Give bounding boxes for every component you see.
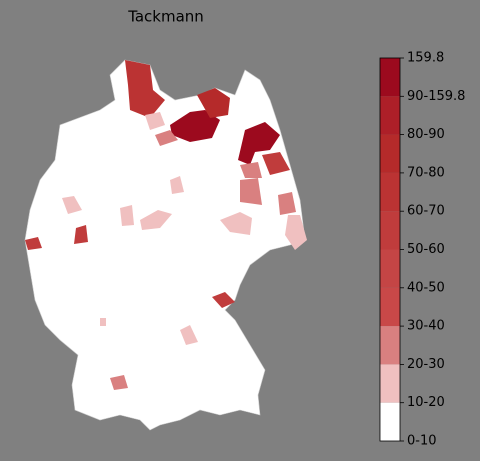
- colorbar-label: 20-30: [407, 357, 445, 372]
- region: [220, 212, 252, 235]
- region: [240, 178, 262, 205]
- colorbar-label: 40-50: [407, 280, 445, 295]
- colorbar-segment: [380, 172, 400, 212]
- region: [170, 110, 220, 142]
- region: [240, 162, 262, 178]
- region: [170, 176, 184, 194]
- region: [238, 122, 280, 165]
- colorbar-segment: [380, 287, 400, 327]
- map: [24, 59, 307, 431]
- map-title: Tackmann: [127, 8, 204, 26]
- region: [180, 325, 198, 345]
- region: [262, 152, 290, 175]
- colorbar-label: 70-80: [407, 165, 445, 180]
- region: [125, 60, 165, 118]
- region: [145, 112, 165, 130]
- region: [197, 88, 230, 118]
- region: [25, 237, 42, 250]
- colorbar-segment: [380, 58, 400, 97]
- colorbar-segment: [380, 249, 400, 288]
- region: [110, 375, 128, 390]
- country-outline: [24, 59, 306, 431]
- colorbar-label: 50-60: [407, 242, 445, 257]
- colorbar-label: 0-10: [407, 434, 437, 449]
- colorbar-segment: [380, 211, 400, 250]
- region: [74, 225, 88, 244]
- region: [100, 318, 106, 326]
- colorbar-label: 10-20: [407, 395, 445, 410]
- region: [120, 205, 134, 226]
- colorbar-segment: [380, 326, 400, 365]
- region: [285, 215, 307, 250]
- region: [140, 210, 172, 230]
- colorbar-segment: [380, 402, 400, 441]
- colorbar-label: 90-159.8: [407, 89, 465, 104]
- colorbar-label: 80-90: [407, 127, 445, 142]
- colorbar-segment: [380, 134, 400, 173]
- colorbar-label: 60-70: [407, 204, 445, 219]
- region: [155, 130, 178, 146]
- region: [278, 192, 296, 215]
- colorbar-label: 30-40: [407, 319, 445, 334]
- colorbar: 159.8 90-159.8 80-90 70-80 60-70 50-60 40-50 30…: [379, 51, 465, 449]
- colorbar-segment: [380, 364, 400, 403]
- region: [212, 292, 235, 308]
- colorbar-label: 159.8: [407, 51, 444, 66]
- region: [62, 196, 82, 214]
- colorbar-segment: [380, 96, 400, 135]
